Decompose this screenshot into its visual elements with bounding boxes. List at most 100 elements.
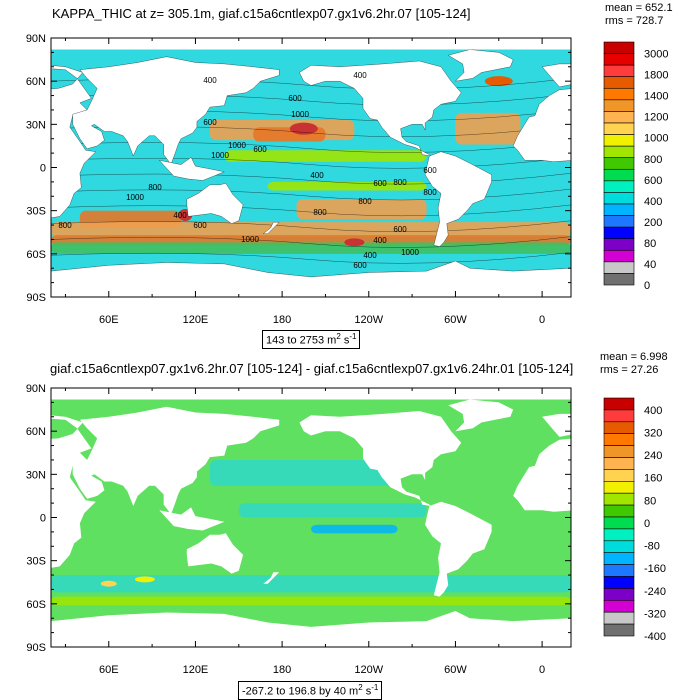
panel1-contour-label: 400 [373,236,387,245]
panel1-land-8 [51,260,571,297]
panel2-colorbar-box [603,409,635,423]
panel1-colorbar-label: 80 [644,238,656,250]
panel2-colorbar-box [603,540,635,554]
panel1-xtick-label: 180 [273,314,291,326]
panel1-ytick-label: 60N [26,76,46,88]
panel1-range-tail: s [340,334,350,347]
panel1-contour-label: 600 [393,225,407,234]
panel2-field [51,388,571,647]
panel1-colorbar-label: 1400 [644,91,668,103]
panel1-chart: 90N 60N 30N 0 30S 60S 90S 60E 120E 180 120W 60W 0 300… [26,33,669,326]
panel1-xtick-label: 120W [354,314,383,326]
panel1-contour-label: 400 [173,211,187,220]
panel2-colorbar-label: 400 [644,405,662,417]
panel1-ytick-label: 90S [26,292,46,304]
panel2-ytick-label: 30N [26,469,46,481]
panel2-equatorial-band [238,503,427,518]
panel1-colorbar-box [603,273,635,286]
panel2-colorbar-label: -160 [644,563,666,575]
panel2-title: giaf.c15a6cntlexp07.gx1v6.2hr.07 [105-12… [50,361,574,376]
panel1-contour-label: 800 [148,183,162,192]
panel1-xtick-label: 0 [539,314,545,326]
panel2-colorbar-box [603,433,635,446]
panel1-range-exp: 2 [336,332,341,341]
panel1-colorbar-label: 40 [644,259,656,271]
panel1-land-0 [51,65,97,219]
panel2-colorbar-box [603,504,635,518]
panel2-land-9 [513,438,571,512]
panel1-contour-label: 400 [203,76,217,85]
panel2-southern-band [51,575,571,593]
panel1-ytick-label: 90N [26,33,46,45]
panel1-contour-label: 400 [363,251,377,260]
panel1-contour-label: 1000 [241,235,259,244]
panel2-anomaly-indian [134,576,155,583]
panel1-range-label: 143 to 2753 m2 s-1 [262,330,361,349]
panel2-colorbar-box [603,564,635,577]
panel1-land-6 [424,151,492,247]
panel2-ytick-label: 0 [40,513,46,525]
panel2-ytick-label: 60S [26,599,46,611]
panel1-colorbar-box [603,157,635,170]
panel1-colorbar-box [603,192,635,205]
panel2-ytick-label: 60N [26,426,46,438]
panel2-acc-band [51,596,571,606]
panel2-xtick-label: 0 [539,664,545,676]
panel1-contour-label: 600 [353,261,367,270]
panel2-colorbar-box [603,516,635,530]
panel2-colorbar-label: 240 [644,450,662,462]
panel1-colorbar-box [603,226,635,240]
panel1-south-pacific-band [296,199,427,220]
panel1-contour-line [51,252,571,264]
panel1-contour-label: 1000 [126,193,144,202]
panel1-contour-label: 600 [203,118,217,127]
panel1-ytick-label: 60S [26,249,46,261]
panel1-colorbar-box [603,168,635,182]
panel2-colorbar-label: 0 [644,518,650,530]
panel2-colorbar-box [603,397,635,411]
panel1-contour-label: 800 [58,221,72,230]
panel1-contour-label: 800 [358,197,372,206]
panel1-land-9 [513,88,571,162]
panel1-mean: mean = 652.1 [605,2,673,14]
panel2-colorbar-box [603,457,635,470]
panel2-ytick-label: 90N [26,383,46,395]
panel1-colorbar-label: 200 [644,217,662,229]
panel1-range-exp2: -1 [349,332,357,341]
panel1-equatorial-band-north [224,150,427,162]
panel2-land-0 [51,415,96,568]
panel1-contour-label: 400 [353,71,367,80]
panel2-equatorial-core [311,524,398,534]
panel1-colorbar-box [603,261,635,274]
panel1-contour-label: 1000 [211,151,229,160]
panel2-land-2 [186,533,244,574]
panel2-colorbar-box [603,528,635,542]
panel2-colorbar-label: -400 [644,631,666,643]
panel2-colorbar-box [603,469,635,482]
panel1-colorbar-label: 1200 [644,112,668,124]
panel1-colorbar-label: 1000 [644,133,668,145]
panel2-land-7 [448,399,514,432]
panel2-land-5 [299,411,462,506]
panel2-range-exp2: -1 [371,683,379,692]
panel1-xtick-label: 60E [99,314,119,326]
panel1-contour-line [51,204,571,217]
panel2-colorbar-box [603,421,635,435]
panel2-colorbar-box [603,576,635,589]
panel1-hotspot-atlantic [484,76,513,87]
panel2-chart: 90N 60N 30N 0 30S 60S 90S 60E 120E 180 120W 60W 0 400… [26,383,666,676]
panel1-colorbar-box [603,180,635,193]
panel2-rms: rms = 27.26 [600,364,659,376]
panel1-contour-label: 800 [313,208,327,217]
panel2-arctic-mask [51,388,571,400]
panel1-title: KAPPA_THIC at z= 305.1m, giaf.c15a6cntle… [52,6,471,21]
panel2-colorbar-box [603,600,635,613]
panel1-land-1 [72,56,280,165]
panel1-ytick-label: 0 [40,163,46,175]
panel1-colorbar-box [603,215,635,228]
panel2-colorbar-label: -320 [644,608,666,620]
panel1-colorbar-label: 3000 [644,49,668,61]
panel1-contour-label: 800 [423,188,437,197]
panel1-contour-label: 1000 [228,141,246,150]
panel2-colorbar-label: 320 [644,428,662,440]
